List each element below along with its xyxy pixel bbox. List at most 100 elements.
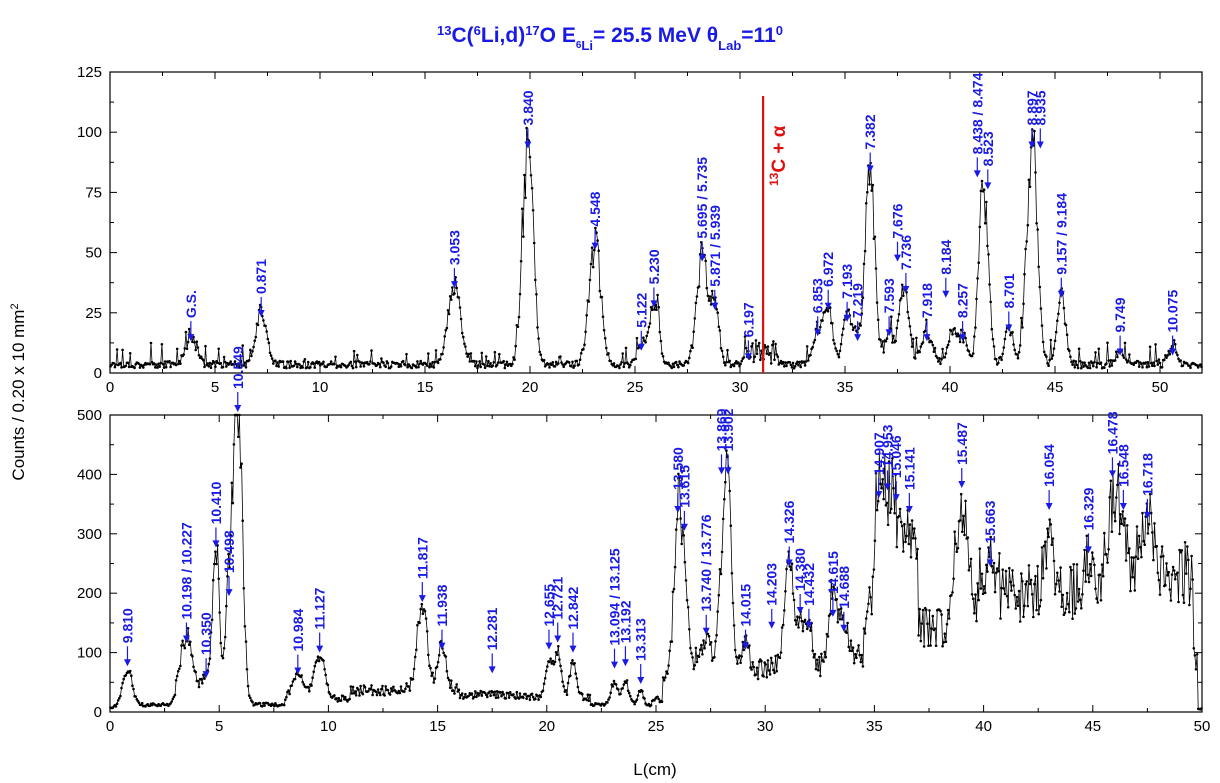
data-point <box>480 694 484 697</box>
data-point <box>269 704 273 708</box>
data-point <box>619 363 622 366</box>
data-point <box>697 655 701 658</box>
data-point <box>1059 566 1062 569</box>
data-point <box>1149 361 1153 365</box>
data-point <box>779 651 783 654</box>
data-point <box>213 562 216 566</box>
data-point <box>611 685 615 688</box>
x-tick-label: 50 <box>1194 718 1211 735</box>
data-point <box>405 352 408 356</box>
data-point <box>756 344 760 348</box>
data-point <box>231 501 235 505</box>
data-point <box>449 298 453 301</box>
spectrum-line <box>110 127 1202 370</box>
data-point <box>416 623 419 627</box>
data-point <box>245 668 249 671</box>
data-point <box>127 365 131 369</box>
data-point <box>665 670 668 673</box>
data-point <box>302 360 306 363</box>
data-point <box>312 362 316 366</box>
peak-label: 11.817 <box>414 537 430 579</box>
data-point <box>397 365 401 369</box>
data-point <box>607 352 610 355</box>
data-point <box>891 457 894 460</box>
data-point <box>1164 583 1167 587</box>
data-point <box>1173 342 1177 346</box>
data-point <box>944 352 948 355</box>
threshold-label-sup: 13 <box>767 172 781 186</box>
data-point <box>448 686 452 690</box>
data-point <box>719 572 723 576</box>
data-point <box>359 365 362 368</box>
peak-label: 14.953 <box>880 424 896 467</box>
data-point <box>1011 330 1014 334</box>
peak-arrow <box>805 621 813 629</box>
data-point <box>1186 545 1189 548</box>
data-point <box>460 331 464 335</box>
data-point <box>991 571 995 574</box>
y-axis-label: Counts / 0.20 x 10 mm2 <box>9 303 28 480</box>
data-point <box>1124 358 1128 361</box>
data-point <box>216 361 219 365</box>
data-point <box>634 357 638 361</box>
data-point <box>1071 363 1074 367</box>
data-point <box>1046 527 1049 530</box>
data-point <box>537 337 540 340</box>
top-panel: 0 5 10 15 20 25 30 35 40 45 500255075100125G.S.0.8… <box>77 64 1203 396</box>
data-point <box>814 667 818 671</box>
data-point <box>859 660 863 664</box>
data-point <box>973 611 976 615</box>
data-point <box>433 360 437 364</box>
data-point <box>720 550 724 554</box>
data-point <box>228 566 231 569</box>
data-point <box>352 349 356 353</box>
data-point <box>1020 316 1023 320</box>
data-point <box>1026 604 1030 608</box>
data-point <box>536 326 539 329</box>
data-point <box>876 318 880 322</box>
data-point <box>138 366 142 369</box>
data-point <box>980 572 984 576</box>
data-point <box>375 693 379 697</box>
data-point <box>174 363 178 367</box>
peak-label: 6.853 <box>810 278 826 313</box>
data-point <box>670 366 674 370</box>
data-point <box>776 355 780 359</box>
data-point <box>724 363 727 367</box>
data-point <box>1082 365 1085 368</box>
data-point <box>975 619 978 623</box>
data-point <box>643 697 646 700</box>
data-point <box>998 552 1001 555</box>
data-point <box>705 286 709 290</box>
data-point <box>725 449 728 452</box>
data-point <box>522 235 525 238</box>
data-point <box>861 296 865 300</box>
data-point <box>479 365 483 369</box>
peak-arrow <box>698 254 706 262</box>
data-point <box>785 364 788 368</box>
data-point <box>813 652 817 656</box>
data-point <box>506 691 510 695</box>
data-point <box>1175 351 1178 354</box>
data-point <box>1199 363 1202 366</box>
data-point <box>149 341 153 345</box>
data-point <box>164 365 168 369</box>
data-point <box>174 679 178 682</box>
peak-arrow <box>973 170 981 178</box>
data-point <box>311 676 314 679</box>
data-point <box>504 697 508 700</box>
data-point <box>917 634 920 637</box>
data-point <box>848 649 852 653</box>
data-point <box>679 517 682 520</box>
peak-label: 14.615 <box>825 551 841 594</box>
data-point <box>522 696 525 700</box>
data-point <box>354 694 358 697</box>
data-point <box>788 361 792 364</box>
data-point <box>982 188 986 191</box>
data-point <box>249 348 252 352</box>
data-point <box>1078 598 1082 601</box>
data-point <box>1128 547 1131 550</box>
data-point <box>524 196 527 200</box>
data-point <box>811 649 814 652</box>
data-point <box>1101 574 1105 578</box>
